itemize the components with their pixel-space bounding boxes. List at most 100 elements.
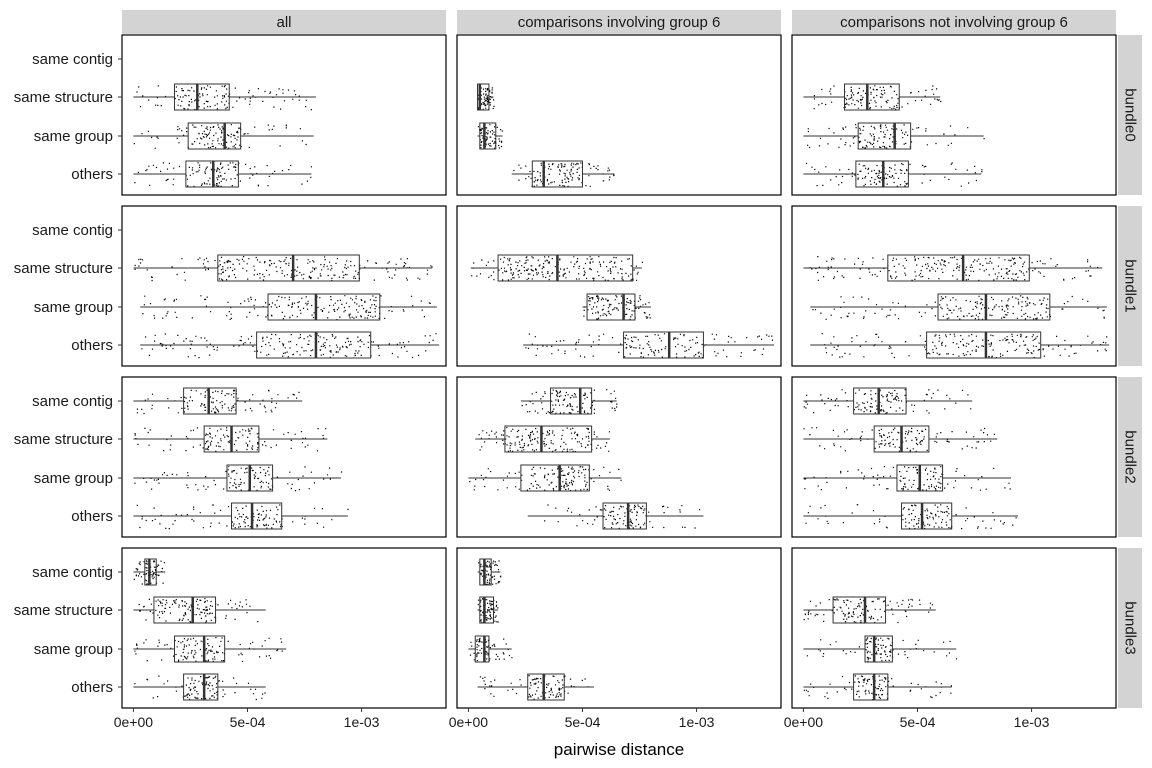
box-same-structure: [133, 596, 266, 624]
category-label-same-structure: same structure: [14, 89, 113, 106]
x-tick-label: 1e-03: [1014, 714, 1050, 730]
panel-bundle3-all: [121, 547, 447, 709]
jitter-points: [477, 124, 503, 149]
x-tick-label: 5e-04: [565, 714, 601, 730]
jitter-points: [134, 256, 433, 282]
box-iqr: [173, 635, 226, 663]
x-tick-label: 1e-03: [679, 714, 715, 730]
category-label-same-group: same group: [34, 128, 113, 145]
box-iqr: [479, 596, 495, 624]
box-same-group: [140, 293, 437, 321]
panel-bundle2-comparisons-not-involving-group-6: [791, 376, 1117, 538]
column-strip-comparisons-not-involving-group-6: [792, 10, 1116, 34]
panel-background: [457, 548, 781, 708]
jitter-points: [803, 598, 933, 624]
row-strip-bundle1: [1118, 206, 1142, 366]
box-same-structure: [477, 596, 499, 624]
panel-bundle1-comparisons-involving-group-6: [456, 205, 782, 367]
x-axes: 0e+00 5e-04 1e-03 0e+00 5e-04 1e-03 0e+00 5e-04…: [114, 708, 1050, 730]
panel-border: [121, 34, 447, 196]
jitter-points: [812, 295, 1105, 320]
x-tick-label: 0e+00: [784, 714, 824, 730]
category-label-others: others: [71, 166, 113, 183]
row-strip-label: bundle2: [1122, 430, 1139, 483]
panel-border: [791, 376, 1117, 538]
category-labels: same contig same structure same group other…: [14, 51, 122, 696]
x-axis-title: pairwise distance: [554, 740, 684, 759]
jitter-points: [803, 466, 1011, 491]
box-iqr: [843, 83, 900, 111]
row-strip-label: bundle3: [1122, 601, 1139, 654]
box-same-structure: [803, 596, 936, 624]
box-same-structure: [133, 254, 433, 282]
box-same-contig: [803, 387, 973, 415]
panel-border: [456, 376, 782, 538]
box-others: [133, 502, 349, 530]
box-iqr: [173, 83, 230, 111]
jitter-points: [477, 87, 495, 110]
x-tick-label: 0e+00: [449, 714, 489, 730]
category-label-others: others: [71, 337, 113, 354]
panel-background: [792, 206, 1116, 366]
jitter-points: [133, 124, 307, 149]
panel-background: [122, 548, 446, 708]
box-others: [133, 673, 266, 701]
category-label-others: others: [71, 679, 113, 696]
panel-border: [121, 205, 447, 367]
box-iqr: [187, 122, 242, 150]
panel-bundle0-all: [121, 34, 447, 196]
box-same-contig: [477, 558, 502, 586]
box-iqr: [531, 160, 583, 188]
jitter-points: [813, 85, 942, 110]
category-label-same-structure: same structure: [14, 260, 113, 277]
jitter-points: [469, 637, 513, 662]
jitter-points: [134, 162, 312, 187]
panel-background: [122, 35, 446, 195]
box-same-group: [803, 464, 1012, 492]
box-same-contig: [133, 387, 303, 415]
box-iqr: [479, 122, 497, 150]
panel-border: [121, 547, 447, 709]
box-others: [803, 160, 983, 188]
box-same-group: [468, 464, 622, 492]
panel-background: [457, 206, 781, 366]
box-others: [140, 331, 440, 359]
box-same-contig: [520, 387, 618, 415]
box-others: [803, 673, 952, 701]
box-iqr: [153, 596, 217, 624]
panel-bundle2-all: [121, 376, 447, 538]
row-strip-bundle3: [1118, 548, 1142, 708]
column-strip-label: comparisons not involving group 6: [840, 14, 1068, 31]
box-iqr: [586, 293, 636, 321]
box-same-group: [133, 464, 343, 492]
box-others: [810, 331, 1110, 359]
box-iqr: [217, 254, 360, 282]
box-others: [133, 160, 312, 188]
row-strip-bundle2: [1118, 377, 1142, 537]
panel-background: [792, 548, 1116, 708]
row-strip-label: bundle1: [1122, 259, 1139, 312]
jitter-points: [805, 504, 1017, 530]
box-iqr: [477, 83, 490, 111]
panel-bundle0-comparisons-not-involving-group-6: [791, 34, 1117, 196]
panel-border: [121, 376, 447, 538]
panel-background: [792, 35, 1116, 195]
box-same-group: [468, 635, 513, 663]
box-iqr: [857, 122, 912, 150]
category-label-same-group: same group: [34, 299, 113, 316]
panel-bundle1-comparisons-not-involving-group-6: [791, 205, 1117, 367]
row-strip-label: bundle0: [1122, 88, 1139, 141]
box-same-structure: [470, 254, 643, 282]
box-others: [523, 331, 775, 359]
jitter-points: [803, 427, 995, 453]
panel-border: [456, 547, 782, 709]
panel-border: [456, 205, 782, 367]
box-same-group: [477, 122, 503, 150]
box-iqr: [901, 502, 953, 530]
box-iqr: [887, 254, 1030, 282]
category-label-same-contig: same contig: [32, 393, 113, 410]
box-same-structure: [803, 254, 1103, 282]
box-iqr: [267, 293, 381, 321]
category-label-same-contig: same contig: [32, 51, 113, 68]
